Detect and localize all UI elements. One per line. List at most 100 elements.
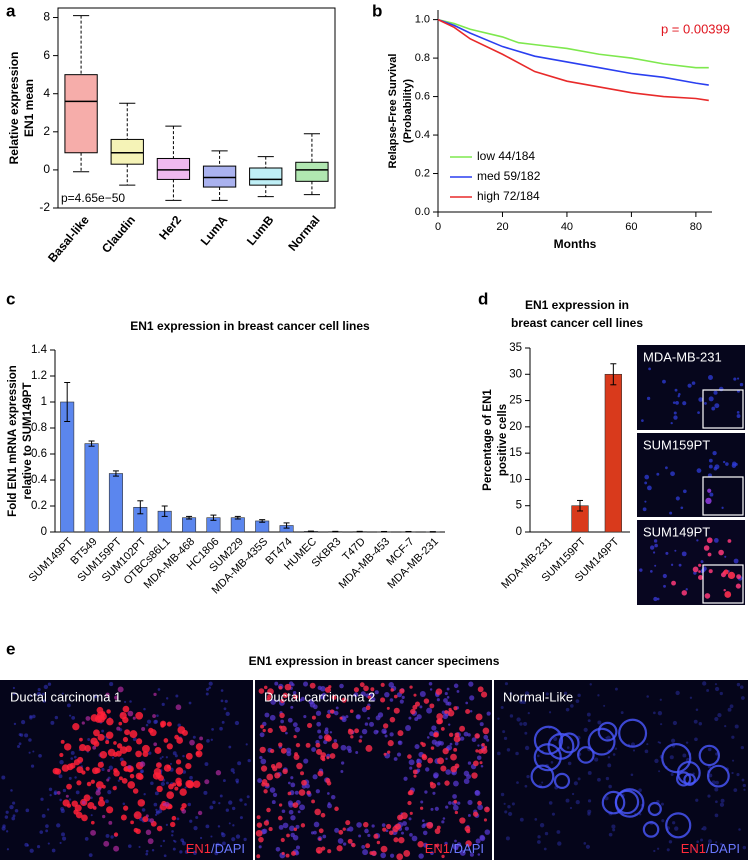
y-axis-label: Relapse-Free Survival <box>387 54 399 169</box>
cell-nucleus <box>614 747 618 751</box>
cell-nucleus <box>175 704 182 711</box>
gland-ring <box>597 721 618 742</box>
cell-nucleus <box>261 779 268 785</box>
chart-title: EN1 expression in breast cancer cell lin… <box>130 319 370 333</box>
cell-nucleus <box>654 543 658 548</box>
cell-nucleus <box>475 713 483 721</box>
cell-nucleus <box>448 732 454 738</box>
cell-nucleus <box>28 738 32 742</box>
cell-nucleus <box>698 397 703 402</box>
cell-nucleus <box>682 489 687 494</box>
cell-nucleus <box>105 692 110 697</box>
cell-nucleus <box>434 828 441 835</box>
cell-nucleus <box>502 730 506 734</box>
cell-nucleus <box>371 824 375 828</box>
y-tick-label: 0 <box>41 526 47 538</box>
cell-nucleus <box>654 564 657 567</box>
cell-nucleus <box>142 744 150 753</box>
plot-frame <box>57 7 336 209</box>
cell-nucleus <box>54 715 59 720</box>
cell-nucleus <box>620 711 624 715</box>
cell-nucleus <box>280 698 285 704</box>
cell-nucleus <box>278 742 283 747</box>
cell-nucleus <box>127 710 134 717</box>
cell-nucleus <box>303 715 307 719</box>
cell-nucleus <box>459 850 466 856</box>
cell-nucleus <box>527 711 530 715</box>
cell-nucleus <box>282 768 288 775</box>
cell-nucleus <box>176 737 184 744</box>
cell-nucleus <box>548 711 552 714</box>
cell-nucleus <box>516 781 519 784</box>
cell-nucleus <box>696 539 699 542</box>
cell-nucleus <box>124 729 131 736</box>
micrograph <box>637 520 745 605</box>
y-tick-label: 0.4 <box>31 474 48 486</box>
cell-nucleus <box>454 839 457 843</box>
y-tick-label: 2 <box>43 124 50 138</box>
cell-nucleus <box>371 850 377 856</box>
cell-nucleus <box>293 827 298 832</box>
cell-nucleus <box>10 789 13 792</box>
cell-nucleus <box>341 697 347 703</box>
cell-nucleus <box>410 708 416 715</box>
cell-nucleus <box>411 835 418 842</box>
cell-nucleus <box>337 838 344 844</box>
cell-nucleus <box>408 817 412 821</box>
cell-nucleus <box>179 788 187 796</box>
cell-nucleus <box>370 697 376 702</box>
cell-nucleus <box>393 757 398 761</box>
stain-legend: EN1/DAPI <box>425 841 484 856</box>
cell-nucleus <box>274 681 279 686</box>
cell-nucleus <box>670 471 675 477</box>
cell-nucleus <box>122 802 126 806</box>
cell-nucleus <box>257 778 263 784</box>
cell-nucleus <box>393 694 398 699</box>
cell-nucleus <box>646 396 651 401</box>
cell-nucleus <box>219 844 222 847</box>
cell-nucleus <box>50 720 55 725</box>
cell-nucleus <box>431 739 438 745</box>
cell-nucleus <box>453 683 459 689</box>
cell-nucleus <box>612 828 616 832</box>
cell-nucleus <box>141 726 146 732</box>
cell-nucleus <box>387 750 391 754</box>
cell-nucleus <box>225 711 230 717</box>
cell-nucleus <box>522 721 528 727</box>
cell-nucleus <box>672 821 676 825</box>
cell-nucleus <box>509 692 513 695</box>
cell-nucleus <box>401 831 404 835</box>
cell-nucleus <box>223 707 227 711</box>
cell-nucleus <box>62 836 67 841</box>
cell-nucleus <box>426 707 433 714</box>
cell-nucleus <box>380 852 386 859</box>
cell-nucleus <box>708 773 713 778</box>
cell-nucleus <box>644 500 647 503</box>
cell-nucleus <box>120 760 127 767</box>
cell-nucleus <box>29 694 32 698</box>
cell-nucleus <box>340 770 344 773</box>
cell-nucleus <box>90 779 95 784</box>
cell-nucleus <box>723 588 726 592</box>
cell-nucleus <box>611 824 616 829</box>
cell-nucleus <box>345 820 351 826</box>
cell-nucleus <box>692 847 697 851</box>
cell-nucleus <box>740 696 745 700</box>
cell-nucleus <box>121 777 128 784</box>
cell-nucleus <box>606 735 611 740</box>
cell-nucleus <box>698 570 701 573</box>
cell-nucleus <box>293 694 298 700</box>
cell-nucleus <box>272 792 278 798</box>
cell-nucleus <box>714 716 719 722</box>
cell-nucleus <box>706 537 713 544</box>
cell-nucleus <box>742 783 746 788</box>
cell-nucleus <box>145 814 149 818</box>
cell-nucleus <box>656 847 660 850</box>
cell-nucleus <box>193 826 198 831</box>
cell-nucleus <box>709 492 714 497</box>
cell-nucleus <box>316 748 323 755</box>
cell-nucleus <box>293 754 300 760</box>
cell-nucleus <box>429 781 434 786</box>
cell-nucleus <box>145 849 149 853</box>
cell-nucleus <box>47 682 52 686</box>
